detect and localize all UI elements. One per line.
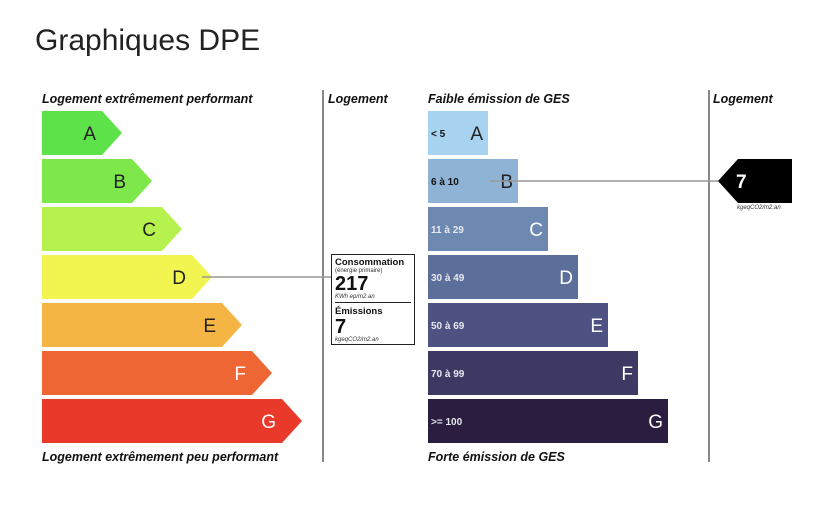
energy-bar-f (42, 351, 272, 395)
ges-bar-label-b: B (500, 172, 513, 193)
energy-bar-label-c: C (142, 220, 156, 241)
ges-range-d: 30 à 49 (431, 273, 465, 284)
page-title: Graphiques DPE (35, 24, 261, 57)
energy-bar-b (42, 159, 152, 203)
consumption-unit: KWh ep/m2.an (335, 294, 375, 300)
energy-bar-e (42, 303, 242, 347)
ges-bar-e (428, 303, 608, 347)
emissions-unit: kgeqCO2/m2.an (335, 337, 379, 343)
ges-header-top: Faible émission de GES (428, 92, 570, 106)
ges-bar-d (428, 255, 578, 299)
ges-pointer-unit: kgeqCO2/m2.an (737, 205, 781, 211)
consumption-sublabel: (énergie primaire) (335, 268, 383, 274)
ges-column-divider (708, 90, 710, 462)
energy-bar-d (42, 255, 212, 299)
energy-bar-c (42, 207, 182, 251)
ges-bar-label-e: E (590, 316, 603, 337)
ges-bar-label-f: F (621, 364, 633, 385)
consumption-label: Consommation (335, 257, 405, 268)
ges-range-e: 50 à 69 (431, 321, 465, 332)
ges-bar-f (428, 351, 638, 395)
ges-bar-label-g: G (648, 412, 663, 433)
ges-range-a: < 5 (431, 129, 446, 140)
ges-bar-label-c: C (529, 220, 543, 241)
energy-bar-label-b: B (113, 172, 126, 193)
energy-bar-a (42, 111, 122, 155)
value-box-divider (335, 302, 411, 303)
energy-header-top: Logement extrêmement performant (42, 92, 253, 106)
energy-bar-label-e: E (203, 316, 216, 337)
ges-bar-label-d: D (559, 268, 573, 289)
emissions-value: 7 (335, 316, 347, 338)
energy-bar-label-g: G (261, 412, 276, 433)
ges-column-header: Logement (713, 92, 773, 106)
energy-header-bottom: Logement extrêmement peu performant (42, 450, 279, 464)
energy-bar-label-a: A (83, 124, 96, 145)
ges-range-c: 11 à 29 (431, 225, 464, 236)
ges-bar-g (428, 399, 668, 443)
energy-bar-label-d: D (172, 268, 186, 289)
ges-header-bottom: Forte émission de GES (428, 450, 565, 464)
energy-bar-g (42, 399, 302, 443)
ges-range-f: 70 à 99 (431, 369, 465, 380)
consumption-value: 217 (335, 273, 369, 295)
energy-column-header: Logement (328, 92, 388, 106)
ges-pointer-value: 7 (736, 172, 747, 193)
ges-pointer-arrow (718, 159, 792, 203)
emissions-label: Émissions (335, 306, 383, 317)
energy-value-box: Consommation (énergie primaire) 217 KWh … (331, 254, 415, 345)
energy-column-divider (322, 90, 324, 462)
ges-range-g: >= 100 (431, 417, 463, 428)
energy-bar-label-f: F (234, 364, 246, 385)
ges-range-b: 6 à 10 (431, 177, 459, 188)
ges-bar-c (428, 207, 548, 251)
ges-bar-a (428, 111, 488, 155)
ges-bar-label-a: A (470, 124, 483, 145)
